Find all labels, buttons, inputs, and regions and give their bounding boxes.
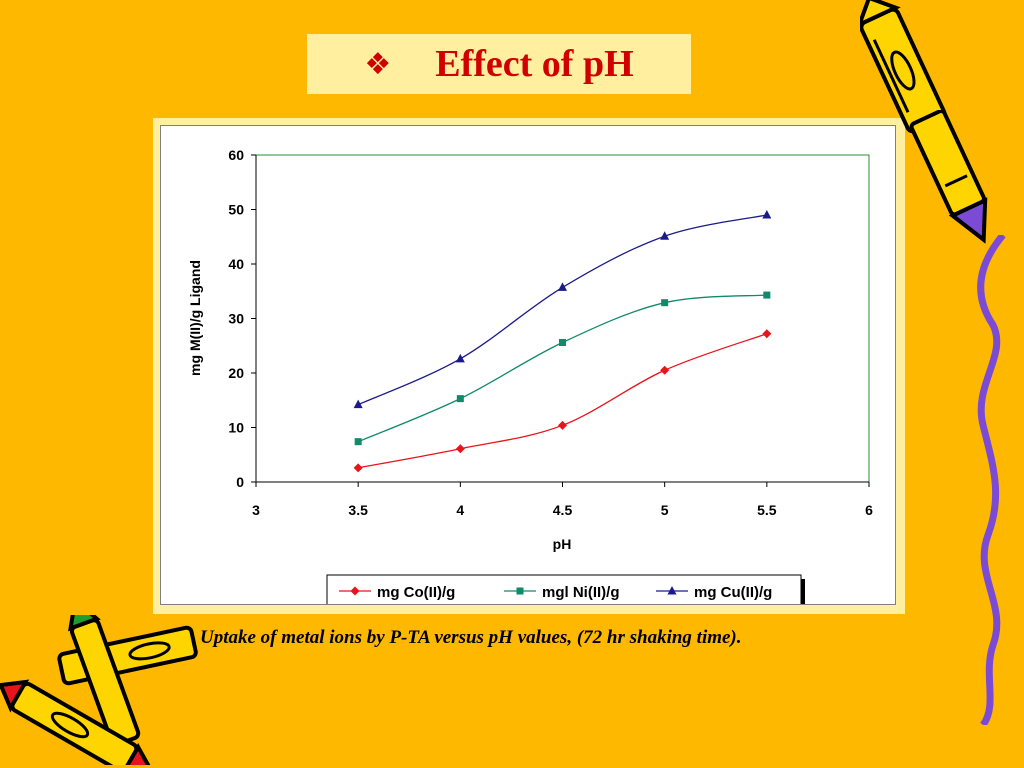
legend-marker: [667, 586, 677, 595]
data-point: [558, 282, 567, 291]
legend-item-2: mg Cu(II)/g: [656, 584, 772, 601]
data-point: [353, 399, 363, 409]
chart-area: 0 10 20 30 40 50 60 3 3.5 4 4.5 5 5.5 6 mg M(II)/g L…: [160, 125, 896, 610]
legend: mg Co(II)/g mgl Ni(II)/g mg Cu(II)/g: [326, 574, 805, 610]
data-point: [660, 365, 670, 375]
series-0: [353, 329, 772, 473]
data-point: [763, 291, 771, 299]
y-tick-labels: 0 10 20 30 40 50 60: [228, 147, 256, 490]
data-point: [456, 395, 464, 403]
y-tick-label: 20: [228, 365, 244, 381]
y-tick-label: 0: [236, 474, 244, 490]
legend-item-0: mg Co(II)/g: [339, 584, 455, 601]
chart-frame: 0 10 20 30 40 50 60 3 3.5 4 4.5 5 5.5 6 mg M(II)/g L…: [153, 118, 905, 614]
legend-box: [326, 574, 802, 607]
slide-title: Effect of pH: [435, 43, 634, 85]
legend-label: mgl Ni(II)/g: [542, 584, 620, 601]
bullet-diamond-icon: ❖: [364, 46, 392, 82]
legend-marker: [516, 587, 524, 595]
x-tick-label: 5: [661, 502, 669, 518]
data-point: [353, 463, 363, 473]
series-layer: [353, 209, 772, 473]
data-point: [661, 299, 669, 307]
legend-marker: [350, 586, 360, 596]
x-tick-label: 6: [865, 502, 873, 518]
series-1: [354, 291, 771, 446]
x-tick-label: 3.5: [348, 502, 368, 518]
y-tick-label: 40: [228, 256, 244, 272]
data-point: [559, 338, 566, 346]
x-tick-label: 3: [252, 502, 260, 518]
y-tick-label: 30: [228, 311, 244, 327]
data-point: [558, 420, 567, 430]
data-point: [762, 209, 772, 219]
slide-title-box: ❖ Effect of pH: [307, 34, 691, 94]
x-axis-label: pH: [553, 536, 572, 552]
x-tick-labels: 3 3.5 4 4.5 5 5.5 6: [252, 482, 873, 518]
y-tick-label: 50: [228, 202, 244, 218]
data-point: [455, 353, 465, 363]
data-point: [455, 444, 465, 454]
x-tick-label: 5.5: [757, 502, 777, 518]
legend-label: mg Cu(II)/g: [694, 584, 772, 601]
chart-caption: Uptake of metal ions by P-TA versus pH v…: [200, 627, 742, 648]
series-2: [353, 209, 772, 409]
y-axis-label: mg M(II)/g Ligand: [187, 260, 203, 376]
squiggle-line-icon: [977, 235, 1006, 725]
x-tick-label: 4.5: [553, 502, 573, 518]
data-point: [354, 438, 362, 446]
y-tick-label: 60: [228, 147, 244, 163]
crayons-bottom-left-icon: [0, 615, 198, 765]
y-tick-label: 10: [228, 420, 244, 436]
data-point: [660, 231, 670, 240]
crayon-right-icon: [909, 110, 988, 244]
crayon-top-right-icon: [860, 0, 947, 134]
data-point: [762, 329, 772, 339]
line-chart: 0 10 20 30 40 50 60 3 3.5 4 4.5 5 5.5 6 mg M(II)/g L…: [187, 147, 873, 610]
x-tick-label: 4: [456, 502, 464, 518]
legend-label: mg Co(II)/g: [377, 584, 455, 601]
legend-item-1: mgl Ni(II)/g: [504, 584, 620, 601]
plot-area: [255, 154, 870, 483]
